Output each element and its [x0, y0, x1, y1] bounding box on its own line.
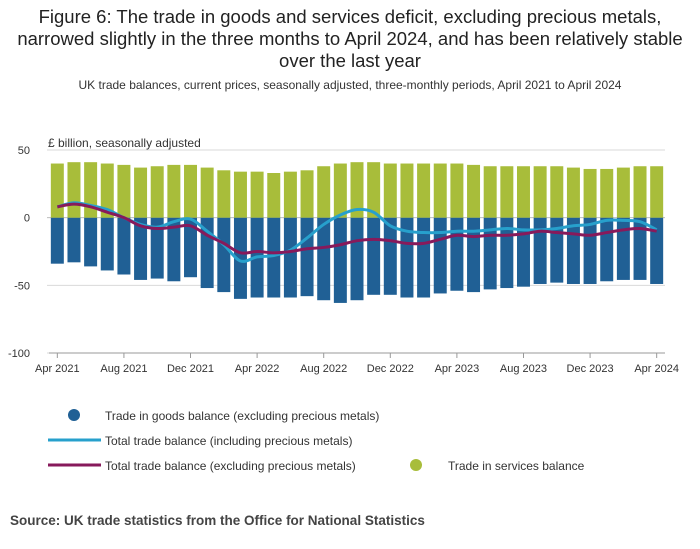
bar-services [167, 164, 181, 218]
bar-services [117, 164, 131, 218]
bar-goods [533, 217, 547, 284]
bar-goods [383, 217, 397, 295]
bar-services [533, 166, 547, 218]
bar-services [200, 167, 214, 218]
bar-goods [267, 217, 281, 298]
bar-goods [450, 217, 464, 291]
trade-balance-chart: 50 0 -50 -100 Apr 2021 Aug 2021 Dec 2021 Apr 2… [8, 136, 679, 473]
bar-goods [583, 217, 597, 284]
bar-goods [217, 217, 231, 293]
bar-services [417, 163, 431, 218]
y-tick-label: 50 [18, 145, 30, 157]
bar-services [583, 168, 597, 218]
bar-services [633, 166, 647, 218]
bar-services [283, 171, 297, 218]
bar-services [250, 171, 264, 218]
bar-services [184, 164, 198, 218]
bar-goods [117, 217, 131, 275]
y-tick-label: 0 [24, 213, 30, 225]
bar-goods [134, 217, 148, 280]
bar-goods [233, 217, 247, 299]
bar-goods [633, 217, 647, 280]
bar-goods [400, 217, 414, 298]
bar-goods [467, 217, 481, 293]
bar-services [600, 168, 614, 218]
legend-goods-marker [68, 409, 80, 421]
bar-services [217, 170, 231, 218]
x-tick-label: Aug 2022 [300, 363, 347, 375]
bar-goods [600, 217, 614, 282]
bar-services [300, 170, 314, 218]
bar-goods [67, 217, 81, 263]
chart-title: Figure 6: The trade in goods and service… [17, 6, 683, 71]
legend-services-label: Trade in services balance [448, 459, 585, 473]
legend: Trade in goods balance (excluding precio… [48, 409, 585, 473]
bar-services [450, 163, 464, 218]
bar-services [317, 166, 331, 218]
bar-goods [167, 217, 181, 282]
bar-services [333, 163, 347, 218]
chart-subtitle: UK trade balances, current prices, seaso… [78, 78, 622, 92]
bar-services [367, 162, 381, 218]
x-tick-label: Dec 2022 [367, 363, 414, 375]
bar-goods [300, 217, 314, 297]
bar-services [400, 163, 414, 218]
bar-goods [150, 217, 164, 279]
x-tick-label: Apr 2021 [35, 363, 80, 375]
legend-goods-label: Trade in goods balance (excluding precio… [105, 409, 379, 423]
bar-goods [283, 217, 297, 298]
line-total-excl-precious-metals [57, 202, 657, 255]
x-tick-label: Dec 2021 [167, 363, 214, 375]
bar-goods [333, 217, 347, 303]
legend-services-marker [410, 459, 422, 471]
bar-services [616, 167, 630, 218]
bar-services [100, 163, 114, 218]
bar-services [467, 164, 481, 218]
bar-goods [433, 217, 447, 294]
y-tick-label: -100 [8, 348, 30, 360]
bar-goods [350, 217, 364, 301]
bar-services [566, 167, 580, 218]
bar-services [383, 163, 397, 218]
bar-goods [317, 217, 331, 301]
bar-services [350, 162, 364, 218]
bar-goods [84, 217, 98, 267]
source-note: Source: UK trade statistics from the Off… [10, 513, 425, 528]
bar-goods [184, 217, 198, 278]
bar-services [233, 171, 247, 218]
bar-goods [367, 217, 381, 295]
bar-services [516, 166, 530, 218]
bar-services [67, 162, 81, 218]
bar-services [650, 166, 664, 218]
legend-total-incl-label: Total trade balance (including precious … [105, 434, 352, 448]
y-tick-label: -50 [14, 280, 30, 292]
bar-goods [50, 217, 64, 264]
bar-services [150, 166, 164, 218]
x-tick-label: Aug 2021 [100, 363, 147, 375]
bar-services [267, 173, 281, 218]
x-tick-label: Aug 2023 [500, 363, 547, 375]
x-tick-label: Apr 2023 [435, 363, 480, 375]
legend-total-excl-label: Total trade balance (excluding precious … [105, 459, 356, 473]
x-tick-label: Dec 2023 [567, 363, 614, 375]
bar-services [500, 166, 514, 218]
x-tick-label: Apr 2024 [634, 363, 679, 375]
bar-goods [100, 217, 114, 271]
bar-services [134, 167, 148, 218]
bar-services [50, 163, 64, 218]
bar-services [433, 163, 447, 218]
bar-goods [616, 217, 630, 280]
bar-services [483, 166, 497, 218]
y-axis-unit-label: £ billion, seasonally adjusted [48, 136, 201, 150]
bar-goods [417, 217, 431, 298]
bar-goods [650, 217, 664, 284]
bar-services [550, 166, 564, 218]
x-tick-label: Apr 2022 [235, 363, 280, 375]
